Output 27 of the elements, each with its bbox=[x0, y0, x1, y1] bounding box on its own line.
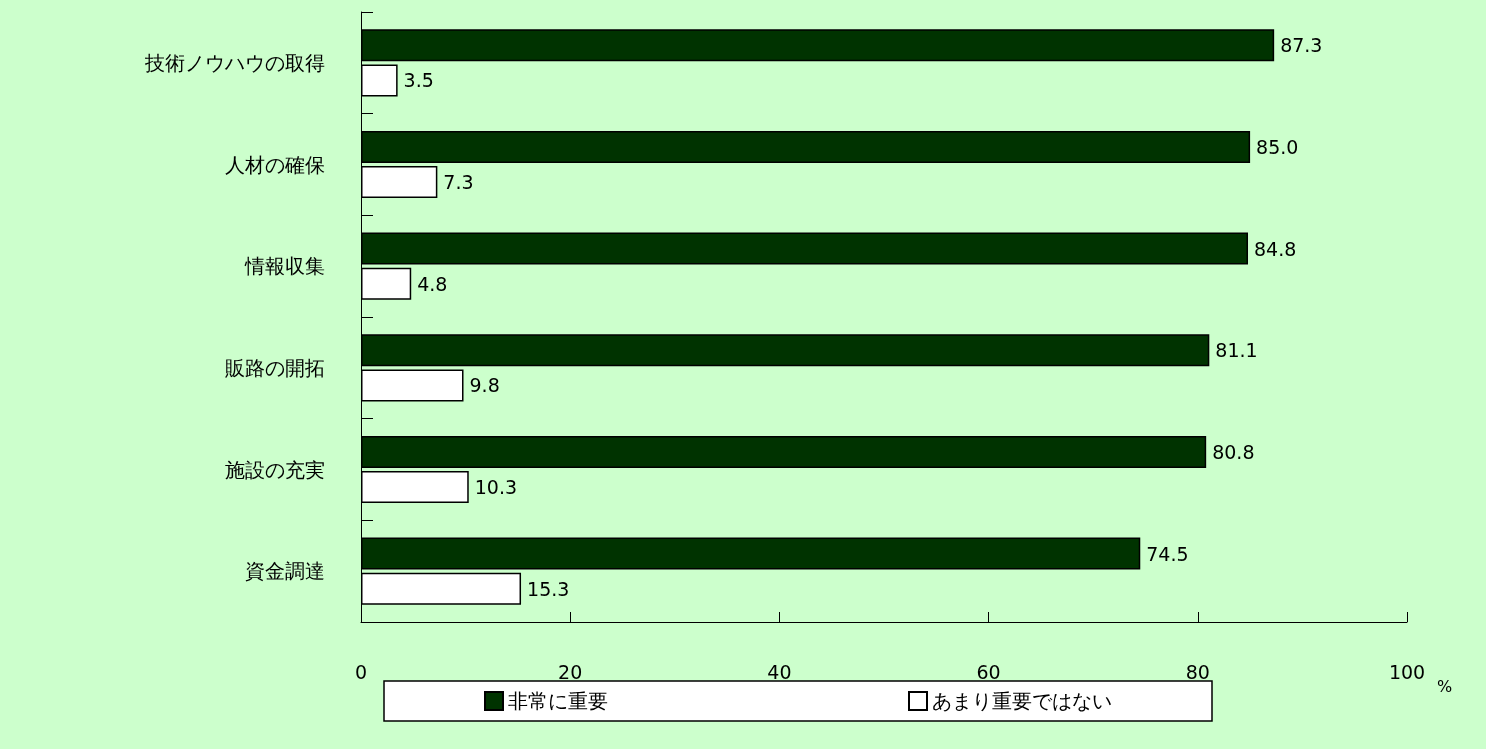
text: 10.3 bbox=[474, 476, 518, 499]
text: 74.5 bbox=[1146, 542, 1189, 565]
y-tick-label: 資金調達 bbox=[245, 559, 325, 584]
text: 80.8 bbox=[1212, 440, 1255, 463]
text: 87.3 bbox=[1280, 34, 1323, 57]
x-tick-label: 60 bbox=[976, 660, 1001, 683]
legend-label: あまり重要ではない bbox=[932, 689, 1112, 713]
text: 85.0 bbox=[1256, 135, 1299, 158]
x-tick-label: 20 bbox=[558, 660, 583, 683]
text: 7.3 bbox=[443, 171, 474, 194]
x-tick-label: 0 bbox=[354, 660, 368, 683]
text: 4.8 bbox=[417, 272, 448, 295]
text: 84.8 bbox=[1254, 237, 1297, 260]
text: 3.5 bbox=[403, 69, 434, 92]
y-tick-label: 販路の開拓 bbox=[225, 355, 325, 380]
x-tick-label: 100 bbox=[1388, 660, 1426, 683]
text: 15.3 bbox=[527, 577, 570, 600]
x-tick-label: 80 bbox=[1185, 660, 1210, 683]
legend-label: 非常に重要 bbox=[508, 689, 608, 713]
x-axis-title: % bbox=[1437, 676, 1453, 696]
y-tick-label: 情報収集 bbox=[244, 254, 325, 279]
y-tick-label: 人材の確保 bbox=[225, 152, 325, 177]
y-tick-label: 施設の充実 bbox=[225, 457, 325, 482]
text: 81.1 bbox=[1215, 339, 1258, 362]
text: 9.8 bbox=[469, 374, 500, 397]
x-tick-label: 40 bbox=[767, 660, 792, 683]
y-tick-label: 技術ノウハウの取得 bbox=[144, 50, 325, 75]
